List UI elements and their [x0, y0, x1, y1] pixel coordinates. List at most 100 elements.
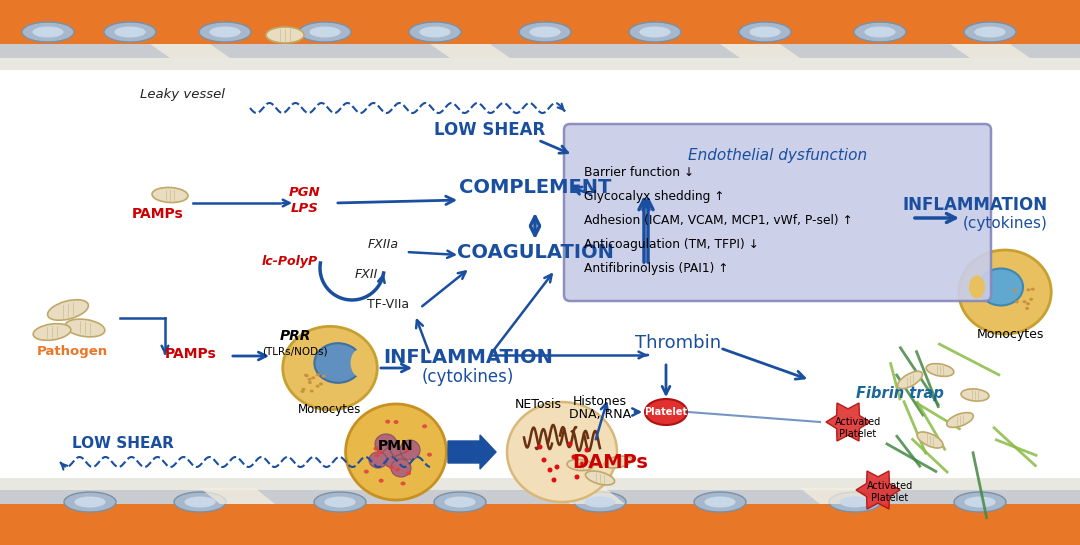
Ellipse shape: [575, 475, 580, 480]
Text: Leaky vessel: Leaky vessel: [140, 88, 225, 101]
Text: LOW SHEAR: LOW SHEAR: [72, 436, 174, 451]
Ellipse shape: [584, 447, 590, 452]
Ellipse shape: [704, 496, 735, 507]
Text: Activated
Platelet: Activated Platelet: [835, 417, 881, 439]
Ellipse shape: [897, 371, 922, 389]
Ellipse shape: [629, 22, 681, 42]
Text: NETosis: NETosis: [514, 398, 562, 411]
Text: COMPLEMENT: COMPLEMENT: [459, 178, 611, 197]
Ellipse shape: [405, 448, 410, 452]
Ellipse shape: [839, 496, 870, 507]
Ellipse shape: [829, 492, 881, 512]
Ellipse shape: [1013, 289, 1016, 292]
Ellipse shape: [519, 22, 571, 42]
Bar: [0, 0, 1080, 58]
Ellipse shape: [422, 425, 427, 428]
Ellipse shape: [152, 187, 188, 203]
Ellipse shape: [927, 364, 954, 377]
Ellipse shape: [1025, 307, 1029, 310]
Ellipse shape: [48, 300, 89, 320]
Ellipse shape: [573, 492, 626, 512]
Text: FXII: FXII: [355, 268, 378, 281]
Text: (TLRs/NODs): (TLRs/NODs): [262, 346, 328, 356]
Text: (cytokines): (cytokines): [422, 368, 514, 386]
Ellipse shape: [645, 399, 687, 425]
Ellipse shape: [391, 459, 411, 477]
Text: Pathogen: Pathogen: [37, 345, 108, 358]
Ellipse shape: [864, 27, 895, 38]
Ellipse shape: [369, 452, 387, 468]
Ellipse shape: [319, 383, 323, 385]
Ellipse shape: [1029, 298, 1034, 301]
Ellipse shape: [917, 432, 943, 448]
Ellipse shape: [305, 374, 308, 377]
Polygon shape: [826, 403, 870, 441]
Bar: [0, 58, 1080, 70]
Text: LOW SHEAR: LOW SHEAR: [434, 121, 545, 139]
Ellipse shape: [401, 482, 405, 486]
Ellipse shape: [316, 373, 320, 376]
Polygon shape: [800, 488, 875, 504]
Ellipse shape: [311, 377, 315, 379]
Polygon shape: [856, 471, 900, 509]
Ellipse shape: [64, 492, 116, 512]
Ellipse shape: [959, 250, 1051, 334]
Ellipse shape: [283, 326, 377, 410]
Ellipse shape: [567, 441, 572, 446]
FancyArrow shape: [448, 435, 496, 469]
Text: PGN: PGN: [289, 186, 321, 199]
Ellipse shape: [174, 492, 226, 512]
Ellipse shape: [548, 468, 553, 473]
Ellipse shape: [346, 404, 446, 500]
Ellipse shape: [1026, 302, 1030, 305]
Ellipse shape: [529, 27, 561, 38]
Text: Monocytes: Monocytes: [298, 403, 362, 416]
Ellipse shape: [382, 446, 406, 468]
Ellipse shape: [571, 455, 577, 459]
Polygon shape: [150, 44, 230, 58]
Ellipse shape: [210, 27, 241, 38]
Ellipse shape: [406, 471, 411, 475]
Ellipse shape: [314, 492, 366, 512]
Ellipse shape: [65, 319, 105, 337]
Text: TF-VIIa: TF-VIIa: [367, 298, 409, 311]
Polygon shape: [200, 488, 275, 504]
Polygon shape: [550, 488, 625, 504]
Polygon shape: [430, 44, 510, 58]
Ellipse shape: [961, 389, 989, 401]
Ellipse shape: [978, 269, 1023, 306]
Ellipse shape: [266, 27, 303, 43]
Ellipse shape: [964, 22, 1016, 42]
Text: Thrombin: Thrombin: [635, 334, 721, 352]
Ellipse shape: [554, 464, 559, 469]
Bar: [0, 478, 1080, 490]
Ellipse shape: [32, 27, 64, 38]
Text: Glycocalyx shedding ↑: Glycocalyx shedding ↑: [584, 190, 725, 203]
Ellipse shape: [386, 420, 390, 423]
Ellipse shape: [947, 413, 973, 427]
Ellipse shape: [393, 420, 399, 424]
Text: lc-PolyP: lc-PolyP: [262, 255, 319, 268]
Ellipse shape: [300, 390, 305, 393]
Ellipse shape: [694, 492, 746, 512]
Ellipse shape: [395, 468, 400, 471]
Ellipse shape: [541, 457, 546, 463]
Text: Barrier function ↓: Barrier function ↓: [584, 166, 694, 179]
Text: Endothelial dysfunction: Endothelial dysfunction: [688, 148, 867, 163]
Ellipse shape: [538, 445, 542, 450]
Text: LPS: LPS: [292, 202, 319, 215]
Ellipse shape: [974, 27, 1005, 38]
Text: Anticoagulation (TM, TFPI) ↓: Anticoagulation (TM, TFPI) ↓: [584, 238, 759, 251]
Ellipse shape: [314, 343, 362, 383]
Bar: [0, 488, 1080, 545]
Ellipse shape: [185, 496, 216, 507]
Ellipse shape: [75, 496, 106, 507]
Ellipse shape: [375, 434, 397, 454]
Text: PMN: PMN: [378, 439, 414, 453]
Text: PAMPs: PAMPs: [132, 207, 184, 221]
Ellipse shape: [409, 22, 461, 42]
Ellipse shape: [308, 381, 312, 384]
Ellipse shape: [377, 450, 382, 454]
Text: DAMPs: DAMPs: [572, 453, 648, 472]
Ellipse shape: [104, 22, 156, 42]
